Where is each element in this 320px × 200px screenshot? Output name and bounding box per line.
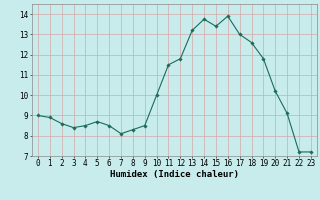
X-axis label: Humidex (Indice chaleur): Humidex (Indice chaleur) — [110, 170, 239, 179]
